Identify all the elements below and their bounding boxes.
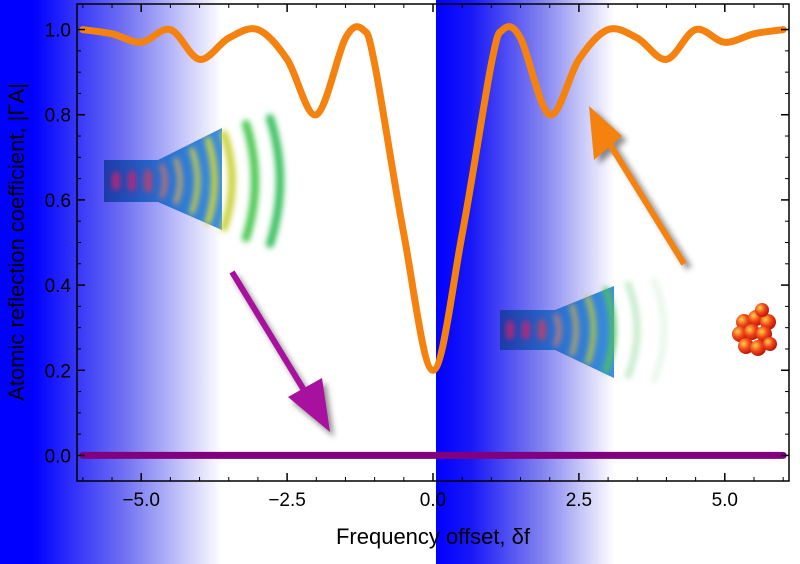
- y-tick-label: 0.0: [45, 446, 71, 467]
- x-tick-label: −2.5: [268, 490, 306, 511]
- incoming-wave-emitter-illustration: [104, 114, 284, 248]
- left-blue-band: [0, 0, 222, 564]
- reflected-wave-arrow: [589, 106, 692, 270]
- y-tick-label: 0.8: [45, 106, 71, 127]
- incoming-wave-arrow: [229, 270, 334, 437]
- y-tick-label: 0.2: [45, 361, 71, 382]
- series-layer: [79, 23, 787, 459]
- y-tick-label: 0.4: [45, 276, 72, 297]
- x-tick-label: 2.5: [566, 490, 592, 511]
- right-blue-band: [436, 0, 614, 564]
- y-tick-label: 0.6: [45, 191, 71, 212]
- reflection-curve-line: [79, 23, 787, 374]
- transmitted-wave-emitter-illustration: [500, 277, 667, 383]
- x-tick-label: 0.0: [420, 490, 446, 511]
- y-tick-label: 1.0: [45, 21, 71, 42]
- atom-cluster-icon: [732, 303, 777, 356]
- axes-layer: −5.0 −2.5 0.0 2.5 5.0 0.0 0.2 0.4 0.6 0.8 1.0: [45, 4, 789, 511]
- x-tick-label: −5.0: [122, 490, 160, 511]
- x-tick-label: 5.0: [712, 490, 738, 511]
- y-axis-title: Atomic reflection coefficient, |ΓA|: [4, 83, 29, 401]
- x-axis-title: Frequency offset, δf: [336, 524, 531, 549]
